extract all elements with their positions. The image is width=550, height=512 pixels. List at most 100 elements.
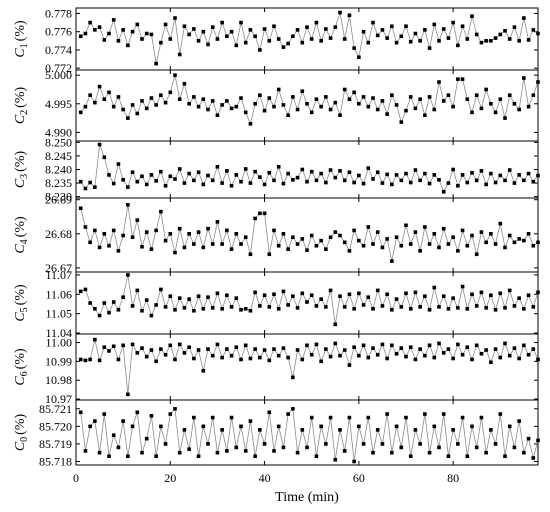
data-point [456, 306, 460, 310]
y-tick-label: 0.776 [45, 25, 72, 39]
data-point [192, 27, 196, 31]
data-point [159, 169, 163, 174]
data-point [107, 31, 111, 36]
data-point [206, 226, 210, 231]
y-axis-label: C6 (%) [13, 348, 30, 386]
data-point [159, 93, 163, 97]
data-point [116, 95, 121, 99]
data-point [441, 189, 446, 194]
data-point [182, 351, 187, 355]
data-point [531, 456, 536, 460]
data-point [437, 245, 441, 250]
panel-6: 11.00 10.99 10.98 10.97 C6 (%) [13, 333, 540, 406]
data-point [522, 238, 526, 243]
data-point [342, 348, 347, 352]
data-point [272, 24, 276, 29]
data-point [531, 305, 536, 309]
data-point [394, 235, 399, 240]
data-point [418, 97, 422, 101]
data-point [130, 170, 135, 175]
data-point [380, 304, 385, 308]
data-point [300, 357, 305, 362]
data-point [526, 436, 531, 441]
data-point [385, 172, 389, 177]
data-point [116, 249, 121, 253]
data-point [390, 93, 394, 97]
data-point [144, 106, 149, 111]
data-point [253, 101, 257, 106]
data-point [272, 449, 276, 453]
panel-frame [75, 140, 539, 199]
data-point [427, 307, 432, 312]
data-point [470, 292, 474, 297]
data-point [286, 41, 290, 46]
y-tick-label: 10.97 [45, 392, 72, 406]
data-point [93, 337, 97, 342]
data-point [154, 179, 158, 183]
data-point [413, 106, 418, 111]
series-line [80, 407, 539, 462]
data-point [253, 290, 257, 295]
data-point [498, 32, 503, 37]
data-point [149, 173, 154, 177]
data-point [130, 29, 135, 34]
data-point [111, 344, 116, 349]
data-point [380, 99, 385, 103]
y-tick-label: 5.000 [45, 68, 72, 82]
data-point [536, 438, 540, 443]
data-point [371, 346, 375, 350]
data-point [196, 170, 201, 175]
data-point [305, 445, 309, 450]
data-point [427, 181, 432, 186]
data-point [503, 116, 507, 120]
data-point [441, 412, 446, 416]
data-point [394, 352, 399, 356]
data-point [248, 181, 253, 185]
data-point [239, 179, 243, 184]
data-point [239, 20, 243, 25]
data-point [427, 46, 432, 50]
data-point [446, 454, 451, 459]
y-tick-label: 10.98 [45, 373, 72, 387]
data-point [408, 345, 413, 349]
data-point [291, 406, 295, 411]
data-point [366, 415, 371, 420]
data-point [328, 288, 333, 293]
data-point [291, 34, 295, 39]
data-point [187, 447, 191, 451]
data-point [423, 28, 427, 32]
data-point [371, 307, 375, 311]
data-point [93, 185, 97, 189]
data-point [474, 32, 479, 37]
data-point [83, 225, 88, 229]
data-point [182, 81, 187, 86]
data-point [201, 29, 206, 34]
data-point [201, 245, 206, 250]
data-point [352, 307, 356, 311]
data-point [258, 355, 262, 360]
data-point [432, 232, 437, 236]
data-point [121, 28, 125, 32]
y-tick-label: 0.778 [45, 6, 72, 20]
data-point [357, 238, 361, 243]
series-line [80, 12, 539, 64]
data-point [531, 347, 536, 351]
data-point [206, 42, 210, 47]
data-point [177, 167, 182, 171]
data-point [399, 178, 404, 183]
data-point [479, 169, 484, 173]
data-point [78, 357, 83, 362]
data-point [432, 173, 437, 177]
data-point [295, 242, 300, 246]
data-point [144, 31, 149, 36]
data-point [371, 96, 375, 100]
data-point [135, 288, 140, 293]
data-point [503, 178, 507, 183]
data-point [286, 171, 290, 176]
data-point [140, 346, 144, 350]
series-line [80, 339, 539, 395]
data-point [413, 230, 418, 234]
data-point [267, 170, 272, 175]
data-point [201, 307, 206, 311]
data-point [437, 341, 441, 346]
